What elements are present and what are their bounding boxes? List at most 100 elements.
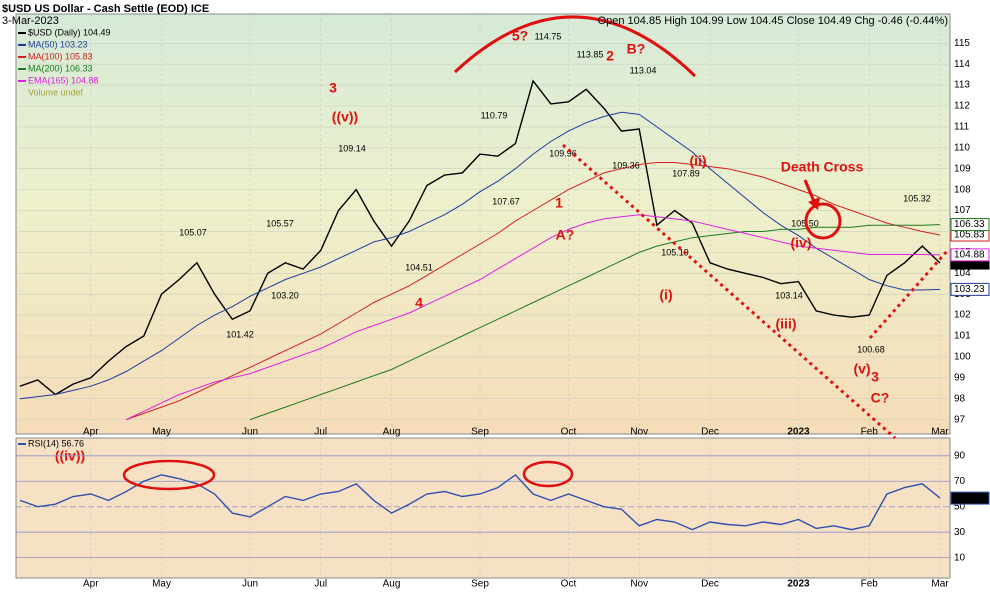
last-value-tag bbox=[950, 282, 990, 296]
title: $USD US Dollar - Cash Settle (EOD) ICE bbox=[2, 3, 209, 15]
annotation: B? bbox=[627, 41, 646, 57]
volume-legend: Volume undef bbox=[28, 87, 84, 97]
annotation: (ii) bbox=[689, 153, 706, 169]
x-tick-label: Jul bbox=[314, 427, 327, 438]
x-tick-label: Mar bbox=[931, 579, 949, 590]
annotation: (iii) bbox=[776, 316, 797, 332]
annotation: 107.67 bbox=[492, 196, 520, 206]
cross-circle bbox=[804, 202, 842, 240]
annotation: 103.14 bbox=[775, 290, 803, 300]
top-arc bbox=[453, 15, 697, 78]
series-line bbox=[125, 214, 941, 421]
annotation: 105.07 bbox=[179, 227, 207, 237]
rsi-circle bbox=[522, 460, 574, 488]
annotation: 3 bbox=[329, 80, 337, 96]
y-tick-label: 70 bbox=[954, 476, 966, 487]
x-tick-label: Jun bbox=[242, 579, 258, 590]
y-tick-label: 114 bbox=[954, 59, 970, 70]
x-tick-label: Aug bbox=[383, 427, 401, 438]
x-tick-label: Nov bbox=[630, 427, 648, 438]
series-line bbox=[19, 111, 941, 400]
last-value-tag bbox=[950, 248, 990, 262]
x-tick-label: Sep bbox=[471, 427, 489, 438]
annotation: C? bbox=[871, 390, 890, 406]
y-tick-label: 30 bbox=[954, 527, 966, 538]
annotation: 1 bbox=[555, 195, 563, 211]
y-tick-label: 101 bbox=[954, 331, 971, 342]
legend-entry: MA(100) 105.83 bbox=[28, 51, 93, 61]
y-tick-label: 102 bbox=[954, 310, 971, 321]
y-tick-label: 112 bbox=[954, 101, 970, 112]
annotation: 109.14 bbox=[338, 143, 366, 153]
rsi-panel bbox=[15, 437, 951, 579]
annotation: 109.96 bbox=[549, 148, 577, 158]
x-tick-label: Apr bbox=[83, 579, 99, 590]
y-tick-label: 100 bbox=[954, 352, 971, 363]
last-value-tag bbox=[950, 218, 990, 232]
series-line bbox=[19, 473, 941, 531]
x-tick-label: Sep bbox=[471, 579, 489, 590]
legend-entry: MA(200) 106.33 bbox=[28, 63, 93, 73]
annotation: 109.36 bbox=[612, 160, 640, 170]
x-tick-label: 2023 bbox=[787, 427, 810, 438]
annotation: (iv) bbox=[791, 235, 812, 251]
y-tick-label: 50 bbox=[954, 501, 966, 512]
annotation: ((v)) bbox=[332, 109, 358, 125]
y-tick-label: 111 bbox=[954, 122, 970, 133]
x-tick-label: Oct bbox=[561, 427, 577, 438]
price-plot: 9798991001011021031041051061071081091101… bbox=[16, 14, 990, 464]
x-tick-label: Feb bbox=[861, 579, 879, 590]
last-value-label: 106.33 bbox=[954, 219, 985, 230]
x-tick-label: 2023 bbox=[787, 579, 810, 590]
last-value-label: 103.23 bbox=[954, 284, 985, 295]
annotation: 2 bbox=[606, 48, 614, 64]
y-tick-label: 110 bbox=[954, 142, 970, 153]
x-tick-label: Feb bbox=[861, 427, 879, 438]
annotation: 105.32 bbox=[903, 193, 931, 203]
y-tick-label: 109 bbox=[954, 163, 971, 174]
y-tick-label: 108 bbox=[954, 184, 971, 195]
rsi-plot: 10 30 50 70 90 Apr May Jun Jul Aug Sep Oct Nov Dec 202… bbox=[16, 438, 990, 590]
x-tick-label: Mar bbox=[931, 427, 949, 438]
last-value-label: 104.49 bbox=[954, 258, 985, 269]
annotation: 101.42 bbox=[226, 329, 254, 339]
y-tick-label: 98 bbox=[954, 393, 966, 404]
x-tick-label: Jun bbox=[242, 427, 258, 438]
annotation: 105.57 bbox=[266, 218, 294, 228]
date: 3-Mar-2023 bbox=[2, 15, 59, 27]
rsi-circle bbox=[122, 459, 216, 491]
price-panel bbox=[15, 13, 951, 435]
annotation: 113.04 bbox=[630, 65, 657, 75]
x-tick-label: Dec bbox=[701, 579, 719, 590]
annotation: 4 bbox=[415, 295, 423, 311]
x-tick-label: Jul bbox=[314, 579, 327, 590]
y-tick-label: 113 bbox=[954, 80, 970, 91]
x-tick-label: Aug bbox=[383, 579, 401, 590]
series-line bbox=[19, 79, 941, 396]
y-tick-label: 90 bbox=[954, 450, 966, 461]
annotation: 113.85 bbox=[577, 49, 604, 59]
annotation: 104.51 bbox=[405, 262, 433, 272]
x-tick-label: Nov bbox=[630, 579, 648, 590]
x-tick-label: May bbox=[152, 427, 171, 438]
arrow-head bbox=[808, 197, 820, 210]
last-value-label: 105.83 bbox=[954, 230, 985, 241]
last-value-label: 56.76 bbox=[954, 493, 979, 504]
y-tick-label: 107 bbox=[954, 205, 971, 216]
x-tick-label: Apr bbox=[83, 427, 99, 438]
legend-entry: MA(50) 103.23 bbox=[28, 39, 88, 49]
legend-entry: RSI(14) 56.76 bbox=[28, 438, 84, 448]
annotation: (v) bbox=[853, 361, 870, 377]
annotation: (i) bbox=[659, 287, 672, 303]
y-tick-label: 99 bbox=[954, 372, 966, 383]
x-tick-label: May bbox=[152, 579, 171, 590]
annotation: 5? bbox=[512, 28, 528, 44]
annotation: 100.68 bbox=[857, 344, 885, 354]
annotation: 103.20 bbox=[271, 290, 299, 300]
hand-drawn-marks bbox=[122, 15, 950, 491]
last-value-tag bbox=[950, 491, 990, 505]
quote: Open 104.85 High 104.99 Low 104.45 Close… bbox=[598, 15, 948, 27]
series-line bbox=[126, 162, 941, 421]
x-tick-label: Oct bbox=[561, 579, 577, 590]
annotation: 110.79 bbox=[481, 110, 508, 120]
